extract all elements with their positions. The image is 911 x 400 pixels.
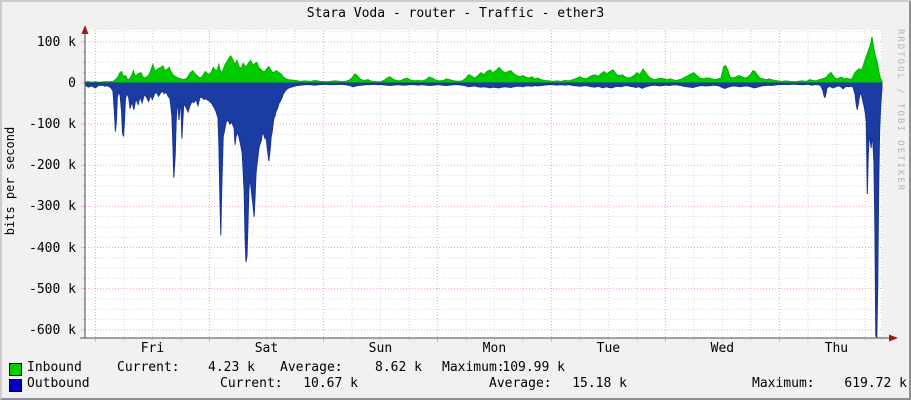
legend-inbound-current-label: Current: xyxy=(117,360,180,375)
x-tick-label-thu: Thu xyxy=(824,341,849,356)
inbound-swatch-icon xyxy=(9,363,22,376)
x-tick-label-sun: Sun xyxy=(368,341,393,356)
y-tick-label: -600 k xyxy=(29,322,76,338)
x-tick-label-tue: Tue xyxy=(596,341,621,356)
x-tick-label-sat: Sat xyxy=(254,341,279,356)
y-tick-label: -300 k xyxy=(29,199,76,215)
y-tick-label: -100 k xyxy=(29,117,76,133)
legend-outbound-current-value: 10.67 k xyxy=(303,376,358,391)
legend-outbound-maximum-value: 619.72 k xyxy=(844,376,907,391)
inbound-area xyxy=(84,36,883,84)
legend-inbound-maximum-label: Maximum: xyxy=(442,360,505,375)
legend-inbound-current-value: 4.23 k xyxy=(208,360,255,375)
legend-inbound-maximum-value: 109.99 k xyxy=(502,360,565,375)
legend-outbound-average-value: 15.18 k xyxy=(572,376,627,391)
x-tick-label-wed: Wed xyxy=(710,341,735,356)
outbound-swatch-icon xyxy=(9,379,22,392)
y-tick-label: 0 xyxy=(68,76,76,91)
legend-inbound-average-value: 8.62 k xyxy=(375,360,422,375)
y-axis-arrow-icon xyxy=(81,25,89,34)
y-tick-label: -400 k xyxy=(29,240,76,256)
legend-inbound-average-label: Average: xyxy=(280,360,343,375)
legend-inbound-label: Inbound xyxy=(27,360,82,375)
legend-outbound-maximum-label: Maximum: xyxy=(752,376,815,391)
x-tick-label-mon: Mon xyxy=(482,341,507,356)
x-axis-arrow-icon xyxy=(889,334,898,342)
page-title: Stara Voda - router - Traffic - ether3 xyxy=(306,6,605,21)
legend-outbound-average-label: Average: xyxy=(489,376,552,391)
y-tick-label: -500 k xyxy=(29,281,76,297)
outbound-area xyxy=(84,82,883,339)
y-tick-label: -200 k xyxy=(29,158,76,174)
y-tick-label: 100 k xyxy=(36,34,76,50)
legend-outbound-label: Outbound xyxy=(27,376,90,391)
x-tick-label-fri: Fri xyxy=(140,341,165,356)
legend-outbound-current-label: Current: xyxy=(220,376,283,391)
